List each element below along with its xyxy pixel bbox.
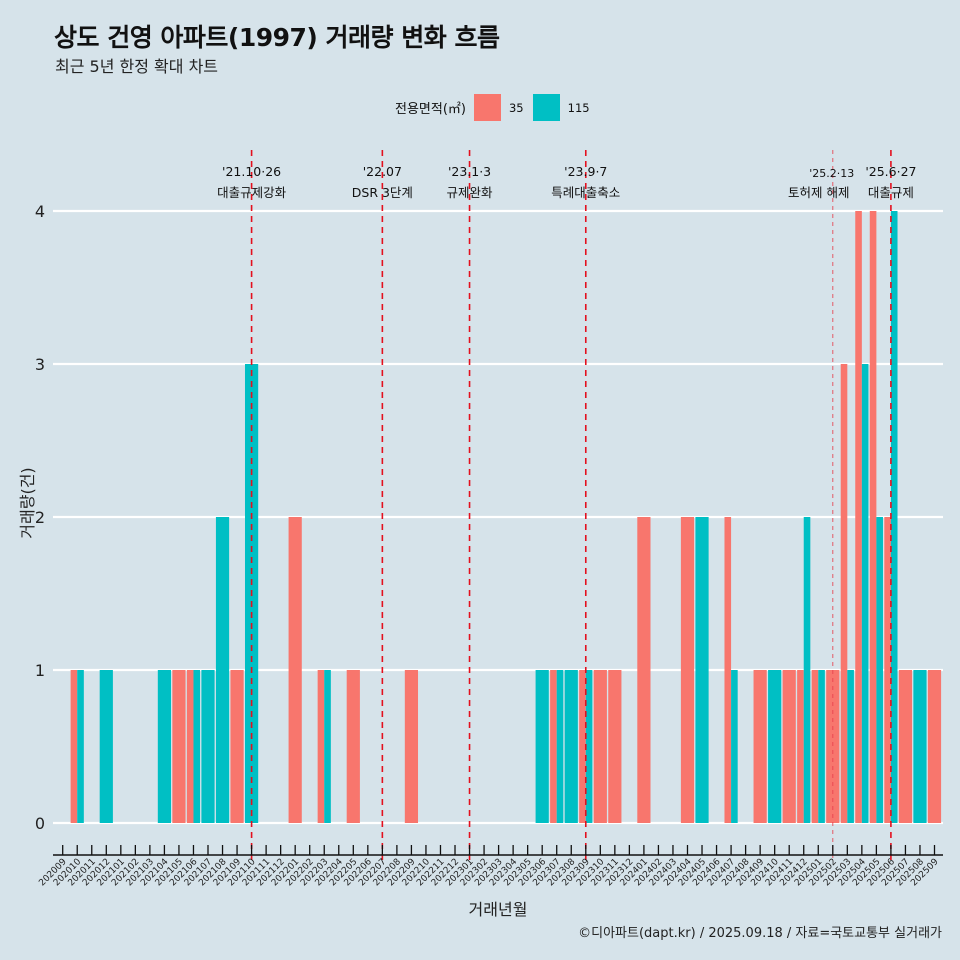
bar-115-202410 (768, 670, 782, 823)
bar-115-202108 (215, 517, 230, 823)
event-label-202301: 규제완화 (447, 185, 494, 200)
bar-35-202411 (782, 670, 796, 823)
bar-35-202109 (230, 670, 244, 823)
bar-35-202404 (680, 517, 695, 823)
event-annotations: '21.10·26 대출규제강화 '22.07 DSR 3단계 '23.1·3 규제완화 '… (217, 164, 916, 200)
bar-115-202412 (803, 517, 811, 823)
bar-115-202504 (861, 364, 869, 823)
event-date-202110: '21.10·26 (222, 164, 281, 179)
bar-35-202505 (869, 211, 877, 823)
event-date-202502: '25.2·13 (809, 167, 854, 180)
x-axis-title: 거래년월 (469, 900, 528, 919)
bar-35-202412 (797, 670, 804, 823)
bar-35-202201 (288, 517, 302, 823)
chart-title: 상도 건영 아파트(1997) 거래량 변화 흐름 (54, 23, 500, 52)
bar-115-202307 (556, 670, 564, 823)
event-date-202301: '23.1·3 (448, 164, 491, 179)
legend-title: 전용면적(㎡) (395, 102, 466, 117)
bar-35-202311 (608, 670, 622, 823)
bar-115-202309 (585, 670, 593, 823)
event-label-202309: 특례대출축소 (551, 185, 620, 200)
bar-35-202209 (404, 670, 419, 823)
y-axis-title: 거래량(건) (18, 467, 37, 538)
bar-35-202504 (855, 211, 862, 823)
legend: 전용면적(㎡) 35 115 (395, 94, 599, 121)
event-label-202502: 토허제 해제 (788, 185, 849, 200)
bar-115-202308 (564, 670, 578, 823)
bar-35-202105 (172, 670, 186, 823)
y-tick-label: 4 (35, 202, 45, 221)
event-date-202506: '25.6·27 (865, 164, 916, 179)
bar-115-202012 (99, 670, 113, 823)
bar-35-202507 (898, 670, 913, 823)
bar-115-202107 (201, 670, 215, 823)
bar-35-202310 (593, 670, 607, 823)
bar-35-202509 (927, 670, 942, 823)
bar-115-202407 (731, 670, 738, 823)
bar-35-202307 (550, 670, 557, 823)
bar-115-202405 (695, 517, 709, 823)
bar-35-202503 (840, 364, 848, 823)
bar-115-202503 (847, 670, 854, 823)
y-tick-label: 1 (35, 661, 45, 680)
bar-115-202106 (193, 670, 201, 823)
x-axis: 2020092020102020112020122021012021022021… (37, 845, 943, 888)
event-label-202110: 대출규제강화 (217, 185, 287, 200)
bars (70, 211, 942, 823)
legend-key-115 (532, 94, 560, 121)
bar-115-202501 (818, 670, 825, 823)
source-caption: ©디아파트(dapt.kr) / 2025.09.18 / 자료=국토교통부 실… (578, 926, 942, 941)
event-date-202309: '23.9·7 (564, 164, 607, 179)
bar-35-202409 (753, 670, 767, 823)
legend-label-35: 35 (508, 100, 524, 115)
bar-115-202506 (890, 211, 898, 823)
bar-35-202407 (724, 517, 732, 823)
event-lines (250, 150, 892, 862)
bar-115-202508 (913, 670, 927, 823)
y-tick-label: 3 (35, 355, 45, 374)
bar-35-202010 (70, 670, 78, 823)
bar-35-202501 (811, 670, 819, 823)
bar-35-202502 (826, 670, 840, 823)
bar-115-202010 (77, 670, 84, 823)
legend-key-35 (473, 94, 501, 121)
event-label-202207: DSR 3단계 (352, 185, 413, 200)
bar-35-202205 (346, 670, 360, 823)
bar-35-202309 (579, 670, 586, 823)
y-axis: 0 1 2 3 4 (35, 202, 45, 833)
bar-115-202306 (535, 670, 549, 823)
chart-subtitle: 최근 5년 한정 확대 차트 (55, 57, 219, 76)
y-tick-label: 0 (35, 814, 45, 833)
bar-35-202203 (317, 670, 325, 823)
legend-label-115: 115 (567, 100, 590, 115)
bar-115-202104 (157, 670, 172, 823)
bar-35-202401 (637, 517, 651, 823)
bar-35-202506 (884, 517, 891, 823)
y-tick-label: 2 (35, 508, 45, 527)
bar-115-202203 (324, 670, 331, 823)
event-date-202207: '22.07 (363, 164, 402, 179)
event-label-202506: 대출규제 (868, 185, 914, 200)
bar-35-202106 (186, 670, 194, 823)
bar-115-202505 (876, 517, 883, 823)
